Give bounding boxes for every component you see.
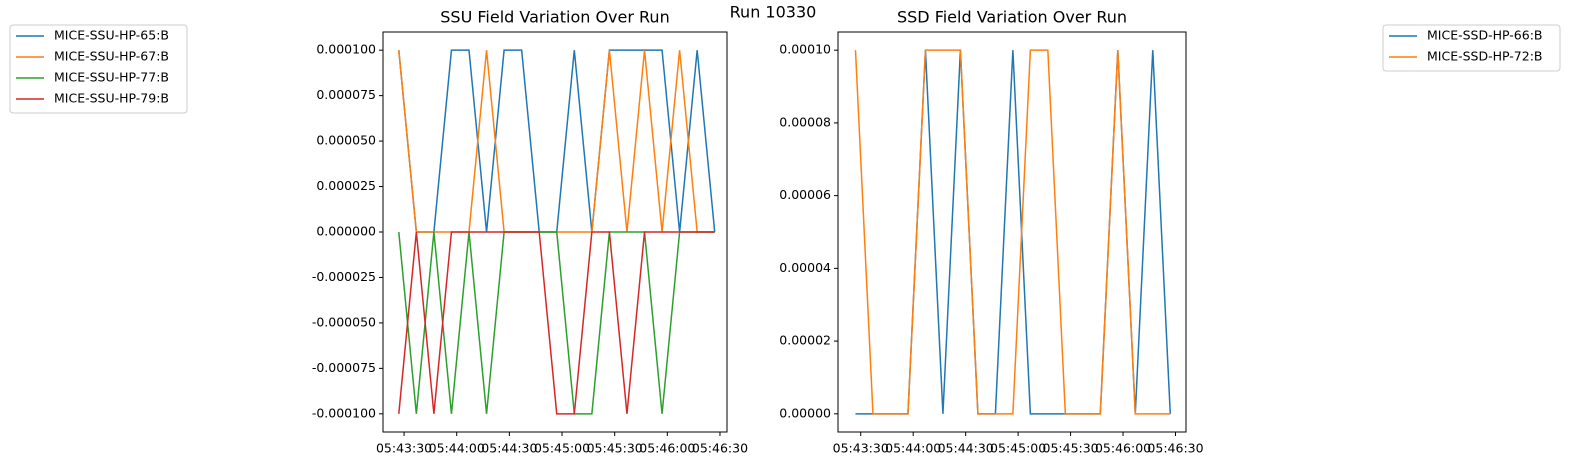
legend-label: MICE-SSD-HP-66:B — [1427, 28, 1542, 43]
legend-box — [9, 24, 188, 114]
y-tick-label: 0.000000 — [316, 224, 376, 239]
y-tick-label: -0.000025 — [312, 269, 376, 284]
plot-frame — [382, 31, 728, 433]
chart-title: SSU Field Variation Over Run — [440, 8, 669, 27]
x-tick-label: 05:46:30 — [1147, 441, 1203, 456]
legend-label: MICE-SSU-HP-65:B — [54, 28, 169, 43]
y-tick-label: 0.00006 — [779, 187, 831, 202]
y-tick-label: 0.00010 — [779, 42, 831, 57]
series-line — [398, 49, 716, 233]
legend-label: MICE-SSU-HP-77:B — [54, 70, 169, 85]
y-tick-label: 0.000050 — [316, 133, 376, 148]
x-tick-label: 05:43:30 — [376, 441, 432, 456]
x-tick-label: 05:43:30 — [833, 441, 889, 456]
x-tick-label: 05:45:30 — [1043, 441, 1099, 456]
series-line — [398, 231, 715, 415]
y-tick-label: 0.00004 — [779, 260, 831, 275]
series-line — [398, 231, 715, 415]
figure-title: Run 10330 — [730, 3, 817, 22]
series-line — [854, 49, 1171, 415]
y-tick-label: -0.000050 — [312, 314, 376, 329]
chart-title: SSD Field Variation Over Run — [897, 8, 1127, 27]
x-tick-label: 05:45:00 — [534, 441, 590, 456]
y-tick-label: 0.00008 — [779, 114, 831, 129]
x-tick-label: 05:45:30 — [587, 441, 643, 456]
y-tick-label: 0.000025 — [316, 178, 376, 193]
x-tick-label: 05:45:00 — [990, 441, 1046, 456]
series-line — [855, 50, 1172, 415]
legend-label: MICE-SSD-HP-72:B — [1427, 49, 1542, 64]
y-tick-label: 0.00002 — [779, 333, 831, 348]
x-tick-label: 05:44:00 — [885, 441, 941, 456]
x-tick-label: 05:44:00 — [429, 441, 485, 456]
y-tick-label: -0.000100 — [312, 405, 376, 420]
x-tick-label: 05:46:00 — [639, 441, 695, 456]
x-tick-label: 05:46:30 — [692, 441, 748, 456]
y-tick-label: 0.000075 — [316, 87, 376, 102]
legend-label: MICE-SSU-HP-67:B — [54, 49, 169, 64]
x-tick-label: 05:44:30 — [481, 441, 537, 456]
legend-label: MICE-SSU-HP-79:B — [54, 91, 169, 106]
x-tick-label: 05:44:30 — [938, 441, 994, 456]
y-tick-label: 0.00000 — [779, 405, 831, 420]
y-tick-label: 0.000100 — [316, 42, 376, 57]
plot-frame — [837, 31, 1187, 433]
legend-box — [1382, 24, 1561, 72]
x-tick-label: 05:46:00 — [1095, 441, 1151, 456]
series-line — [398, 50, 715, 233]
y-tick-label: -0.000075 — [312, 360, 376, 375]
